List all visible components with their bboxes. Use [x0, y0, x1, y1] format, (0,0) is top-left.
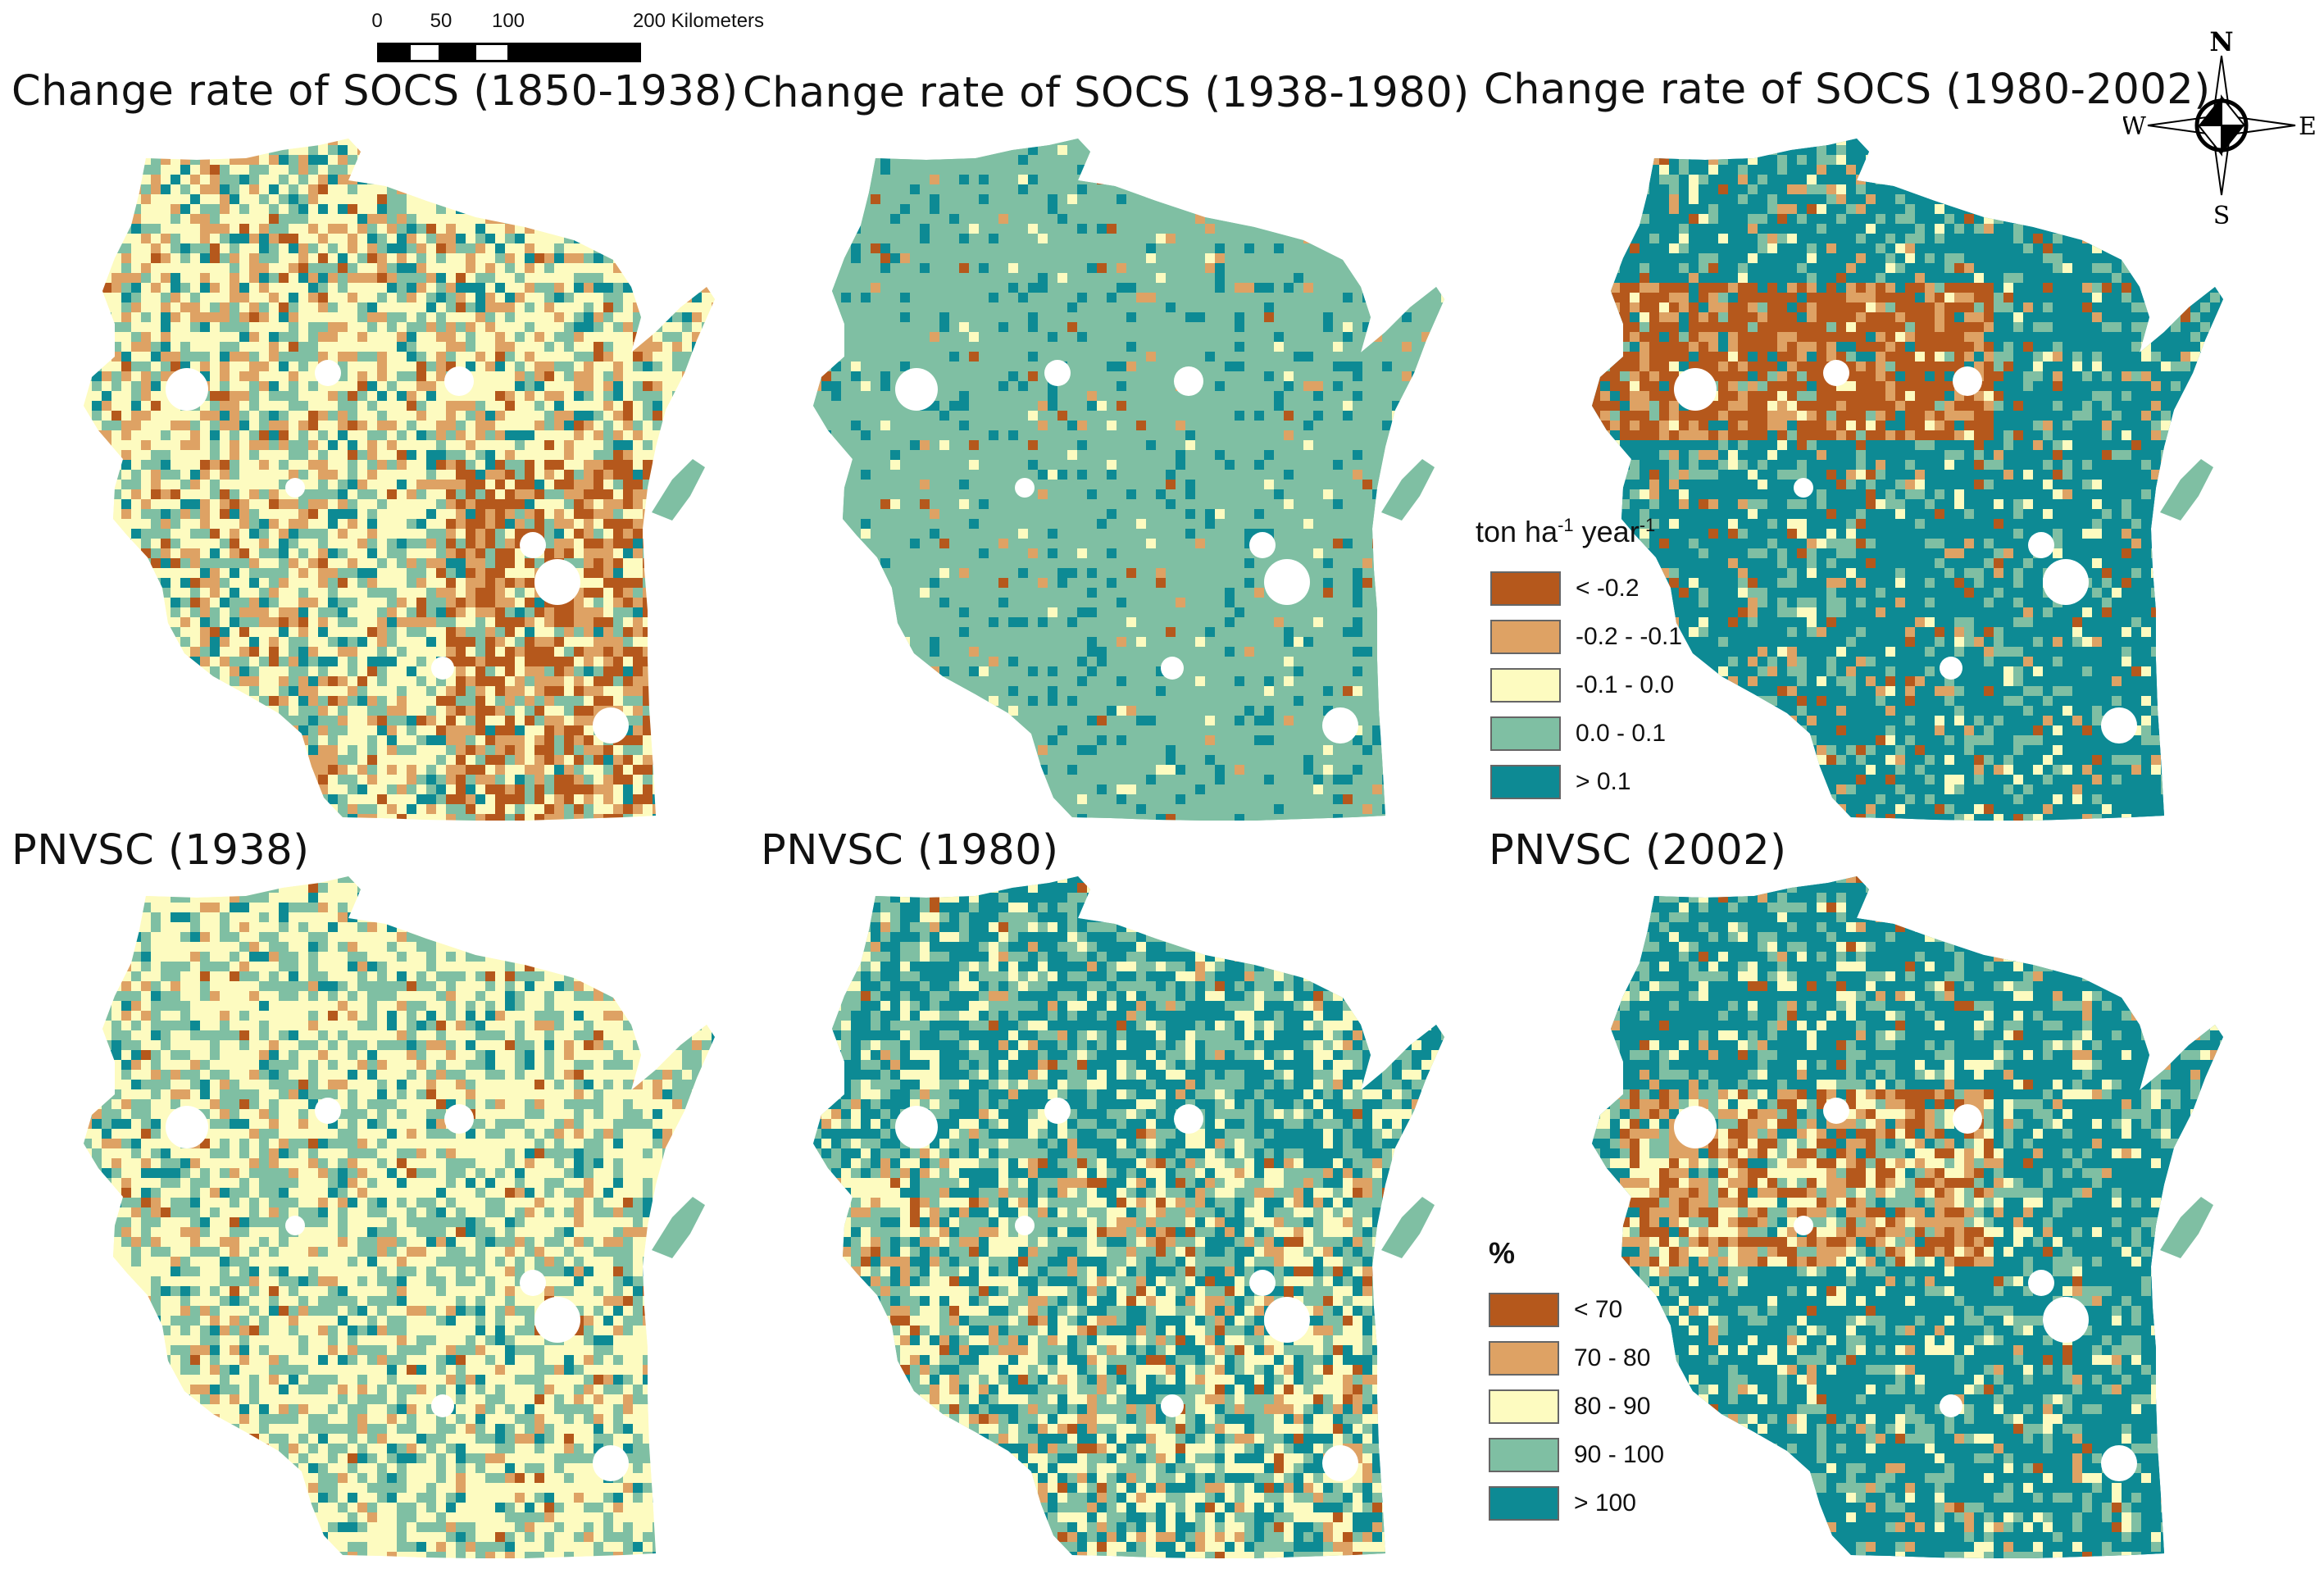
- scale-tick-200: 200 Kilometers: [633, 10, 764, 33]
- legend-label: < 70: [1574, 1296, 1622, 1324]
- legend-socs-item: -0.2 - -0.1: [1476, 612, 1682, 661]
- map-raster-cells: [813, 876, 1444, 1558]
- legend-swatch: [1490, 764, 1561, 799]
- legend-socs-item: -0.1 - 0.0: [1476, 661, 1682, 709]
- panel-title-socs-1938-1980: Change rate of SOCS (1938-1980): [743, 69, 1470, 117]
- map-raster-cells: [84, 139, 715, 821]
- legend-pnvsc-item: < 70: [1489, 1285, 1664, 1334]
- map-raster-cells: [1592, 876, 2223, 1558]
- panel-title-pnvsc-1938: PNVSC (1938): [11, 826, 310, 875]
- legend-swatch: [1489, 1485, 1559, 1521]
- map-door-peninsula: [2160, 459, 2213, 521]
- legend-pnvsc-item: 70 - 80: [1489, 1334, 1664, 1382]
- compass-e: E: [2299, 112, 2317, 141]
- legend-socs-item: 0.0 - 0.1: [1476, 709, 1682, 757]
- legend-label: > 100: [1574, 1489, 1636, 1517]
- legend-label: > 0.1: [1576, 768, 1631, 796]
- scale-bar: 0 50 100 200 Kilometers: [361, 10, 787, 67]
- scale-segment: [474, 43, 510, 62]
- panel-title-pnvsc-1980: PNVSC (1980): [761, 826, 1059, 875]
- map-pnvsc-2002: [1592, 876, 2223, 1558]
- map-socs-1980-2002: [1592, 139, 2223, 821]
- legend-socs-title: ton ha-1 year-1: [1476, 515, 1682, 549]
- legend-label: 0.0 - 0.1: [1576, 720, 1666, 748]
- legend-pnvsc-item: 80 - 90: [1489, 1382, 1664, 1430]
- scale-tick-100: 100: [492, 10, 525, 33]
- legend-socs-item: > 0.1: [1476, 757, 1682, 806]
- map-raster-cells: [1592, 139, 2223, 821]
- compass-s: S: [2213, 202, 2231, 228]
- legend-label: -0.1 - 0.0: [1576, 671, 1674, 699]
- map-door-peninsula: [1381, 459, 1435, 521]
- map-socs-1850-1938: [84, 139, 715, 821]
- scale-segment: [408, 43, 441, 62]
- map-pnvsc-1980: [813, 876, 1444, 1558]
- panel-title-socs-1850-1938: Change rate of SOCS (1850-1938): [11, 67, 739, 116]
- legend-pnvsc: % < 70 70 - 80 80 - 90 90 - 100 > 100: [1489, 1236, 1664, 1527]
- legend-swatch: [1489, 1340, 1559, 1376]
- legend-pnvsc-item: > 100: [1489, 1479, 1664, 1527]
- legend-swatch: [1489, 1437, 1559, 1472]
- legend-swatch: [1490, 667, 1561, 703]
- map-door-peninsula: [2160, 1197, 2213, 1258]
- compass-n: N: [2209, 26, 2233, 57]
- legend-pnvsc-item: 90 - 100: [1489, 1430, 1664, 1479]
- map-raster-cells: [84, 876, 715, 1558]
- map-socs-1938-1980: [813, 139, 1444, 821]
- legend-label: 70 - 80: [1574, 1344, 1650, 1372]
- scale-segment: [377, 43, 410, 62]
- map-door-peninsula: [652, 1197, 705, 1258]
- map-raster-cells: [813, 139, 1444, 821]
- north-arrow-compass-icon: N S W E: [2123, 26, 2317, 228]
- scale-segment: [439, 43, 475, 62]
- legend-swatch: [1490, 571, 1561, 606]
- panel-title-pnvsc-2002: PNVSC (2002): [1489, 826, 1787, 875]
- legend-label: -0.2 - -0.1: [1576, 623, 1682, 651]
- map-pnvsc-1938: [84, 876, 715, 1558]
- legend-swatch: [1490, 716, 1561, 751]
- legend-label: 90 - 100: [1574, 1441, 1664, 1469]
- legend-swatch: [1490, 619, 1561, 654]
- map-door-peninsula: [1381, 1197, 1435, 1258]
- scale-tick-50: 50: [430, 10, 453, 33]
- legend-label: 80 - 90: [1574, 1393, 1650, 1421]
- panel-title-socs-1980-2002: Change rate of SOCS (1980-2002): [1484, 66, 2211, 114]
- legend-label: < -0.2: [1576, 575, 1640, 603]
- map-door-peninsula: [652, 459, 705, 521]
- legend-pnvsc-title: %: [1489, 1236, 1664, 1271]
- compass-w: W: [2123, 112, 2146, 141]
- legend-socs-item: < -0.2: [1476, 564, 1682, 612]
- legend-socs: ton ha-1 year-1 < -0.2 -0.2 - -0.1 -0.1 …: [1476, 515, 1682, 806]
- legend-swatch: [1489, 1292, 1559, 1327]
- legend-swatch: [1489, 1389, 1559, 1424]
- scale-tick-0: 0: [371, 10, 382, 33]
- scale-segment: [508, 43, 641, 62]
